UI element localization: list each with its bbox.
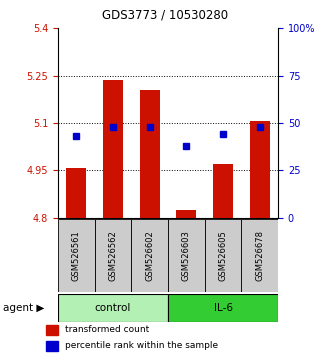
Bar — [95, 219, 131, 292]
Bar — [140, 90, 160, 218]
Text: GSM526678: GSM526678 — [255, 230, 264, 281]
Bar — [241, 219, 278, 292]
Text: percentile rank within the sample: percentile rank within the sample — [65, 341, 218, 350]
Bar — [168, 219, 205, 292]
Bar — [58, 294, 168, 322]
Text: GSM526603: GSM526603 — [182, 230, 191, 281]
Text: transformed count: transformed count — [65, 325, 149, 334]
Text: GSM526602: GSM526602 — [145, 230, 154, 281]
Bar — [205, 219, 241, 292]
Text: agent ▶: agent ▶ — [3, 303, 45, 313]
Bar — [213, 164, 233, 218]
Text: GSM526561: GSM526561 — [72, 230, 81, 281]
Text: IL-6: IL-6 — [213, 303, 232, 313]
Bar — [66, 168, 86, 218]
Bar — [131, 219, 168, 292]
Bar — [250, 121, 270, 218]
Bar — [58, 219, 95, 292]
Text: GSM526605: GSM526605 — [218, 230, 227, 281]
Bar — [168, 294, 278, 322]
Bar — [46, 341, 58, 351]
Text: control: control — [95, 303, 131, 313]
Bar — [103, 80, 123, 218]
Text: GSM526562: GSM526562 — [109, 230, 118, 281]
Bar — [46, 325, 58, 335]
Bar — [176, 210, 196, 218]
Text: GDS3773 / 10530280: GDS3773 / 10530280 — [102, 9, 229, 22]
